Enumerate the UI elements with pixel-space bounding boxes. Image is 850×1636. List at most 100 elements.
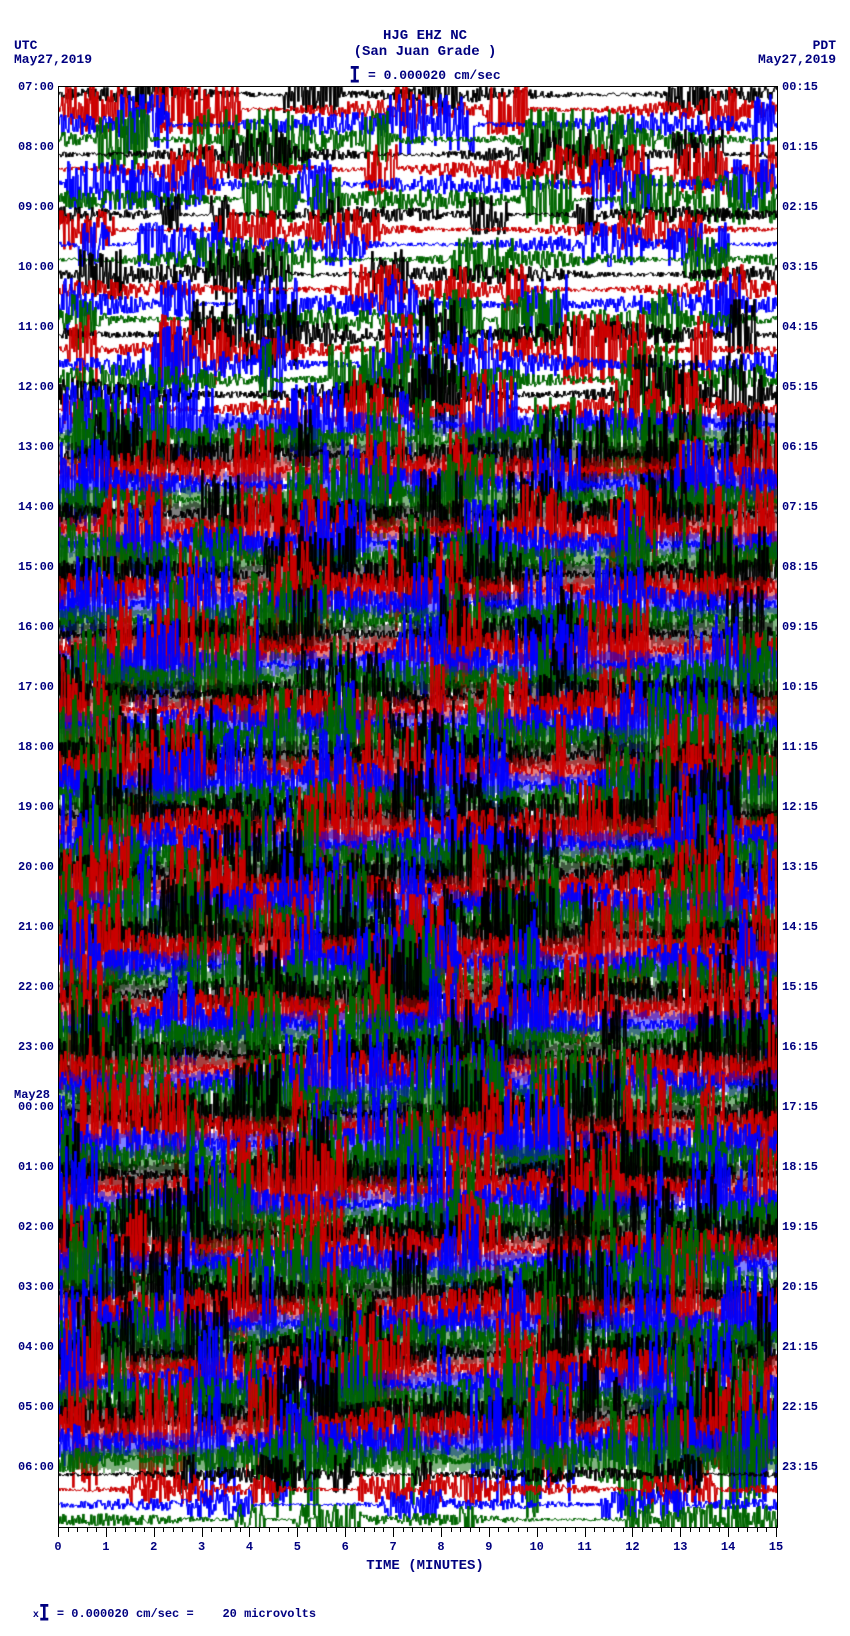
x-tick-label: 13 [673,1540,687,1554]
x-minor-tick [115,1527,116,1532]
right-time-label: 04:15 [782,320,832,334]
x-minor-tick [451,1527,452,1532]
x-major-tick [441,1527,442,1537]
x-minor-tick [556,1527,557,1532]
x-minor-tick [316,1527,317,1532]
scale-indicator: I = 0.000020 cm/sec [0,66,850,84]
left-time-label: 10:00 [4,260,54,274]
x-minor-tick [87,1527,88,1532]
right-time-label: 10:15 [782,680,832,694]
left-time-label: 17:00 [4,680,54,694]
left-time-label: 21:00 [4,920,54,934]
x-tick-label: 12 [625,1540,639,1554]
x-minor-tick [431,1527,432,1532]
scale-text: = 0.000020 cm/sec [368,68,501,83]
x-minor-tick [278,1527,279,1532]
x-major-tick [393,1527,394,1537]
left-time-label: 07:00 [4,80,54,94]
x-minor-tick [77,1527,78,1532]
right-time-label: 18:15 [782,1160,832,1174]
x-tick-label: 0 [54,1540,61,1554]
x-major-tick [154,1527,155,1537]
footer-scale: xI = 0.000020 cm/sec = 20 microvolts [4,1590,316,1636]
left-time-label: 19:00 [4,800,54,814]
x-minor-tick [355,1527,356,1532]
left-time-label: 02:00 [4,1220,54,1234]
station-code: HJG EHZ NC [383,28,467,44]
x-tick-label: 14 [721,1540,735,1554]
left-time-label: 08:00 [4,140,54,154]
left-time-label: 14:00 [4,500,54,514]
x-minor-tick [594,1527,595,1532]
x-minor-tick [652,1527,653,1532]
x-minor-tick [144,1527,145,1532]
right-time-label: 19:15 [782,1220,832,1234]
x-major-tick [202,1527,203,1537]
x-minor-tick [642,1527,643,1532]
right-time-label: 23:15 [782,1460,832,1474]
x-major-tick [249,1527,250,1537]
x-tick-label: 11 [577,1540,591,1554]
left-date: May27,2019 [14,52,92,67]
x-tick-label: 3 [198,1540,205,1554]
x-minor-tick [766,1527,767,1532]
x-minor-tick [460,1527,461,1532]
x-minor-tick [125,1527,126,1532]
x-minor-tick [747,1527,748,1532]
left-time-label: 15:00 [4,560,54,574]
x-tick-label: 1 [102,1540,109,1554]
x-minor-tick [68,1527,69,1532]
x-minor-tick [336,1527,337,1532]
x-minor-tick [383,1527,384,1532]
x-major-tick [776,1527,777,1537]
x-major-tick [680,1527,681,1537]
x-minor-tick [498,1527,499,1532]
station-name: (San Juan Grade ) [0,44,850,60]
x-minor-tick [326,1527,327,1532]
left-time-label: 05:00 [4,1400,54,1414]
plot-title: HJG EHZ NC (San Juan Grade ) [0,28,850,60]
x-minor-tick [719,1527,720,1532]
left-time-label: 13:00 [4,440,54,454]
x-major-tick [345,1527,346,1537]
x-major-tick [106,1527,107,1537]
x-minor-tick [221,1527,222,1532]
right-time-label: 11:15 [782,740,832,754]
x-tick-label: 7 [389,1540,396,1554]
x-minor-tick [546,1527,547,1532]
right-time-label: 20:15 [782,1280,832,1294]
x-minor-tick [259,1527,260,1532]
x-minor-tick [479,1527,480,1532]
x-minor-tick [364,1527,365,1532]
x-minor-tick [738,1527,739,1532]
day-break-label: May28 [14,1088,50,1102]
right-time-label: 01:15 [782,140,832,154]
x-minor-tick [96,1527,97,1532]
x-major-tick [537,1527,538,1537]
x-minor-tick [565,1527,566,1532]
x-major-tick [728,1527,729,1537]
left-time-label: 18:00 [4,740,54,754]
x-minor-tick [518,1527,519,1532]
right-time-label: 06:15 [782,440,832,454]
x-minor-tick [508,1527,509,1532]
left-time-label: 01:00 [4,1160,54,1174]
right-time-label: 09:15 [782,620,832,634]
right-timezone: PDT [813,38,836,53]
x-minor-tick [470,1527,471,1532]
right-time-label: 16:15 [782,1040,832,1054]
left-time-label: 23:00 [4,1040,54,1054]
seismogram-page: HJG EHZ NC (San Juan Grade ) I = 0.00002… [0,0,850,1613]
right-time-label: 03:15 [782,260,832,274]
right-time-label: 22:15 [782,1400,832,1414]
x-minor-tick [173,1527,174,1532]
footer-scale-bar-icon: I [39,1602,50,1627]
x-tick-label: 4 [246,1540,253,1554]
footer-text: = 0.000020 cm/sec = 20 microvolts [50,1607,316,1621]
x-minor-tick [230,1527,231,1532]
x-minor-tick [709,1527,710,1532]
x-minor-tick [412,1527,413,1532]
x-minor-tick [613,1527,614,1532]
x-minor-tick [288,1527,289,1532]
right-time-label: 14:15 [782,920,832,934]
